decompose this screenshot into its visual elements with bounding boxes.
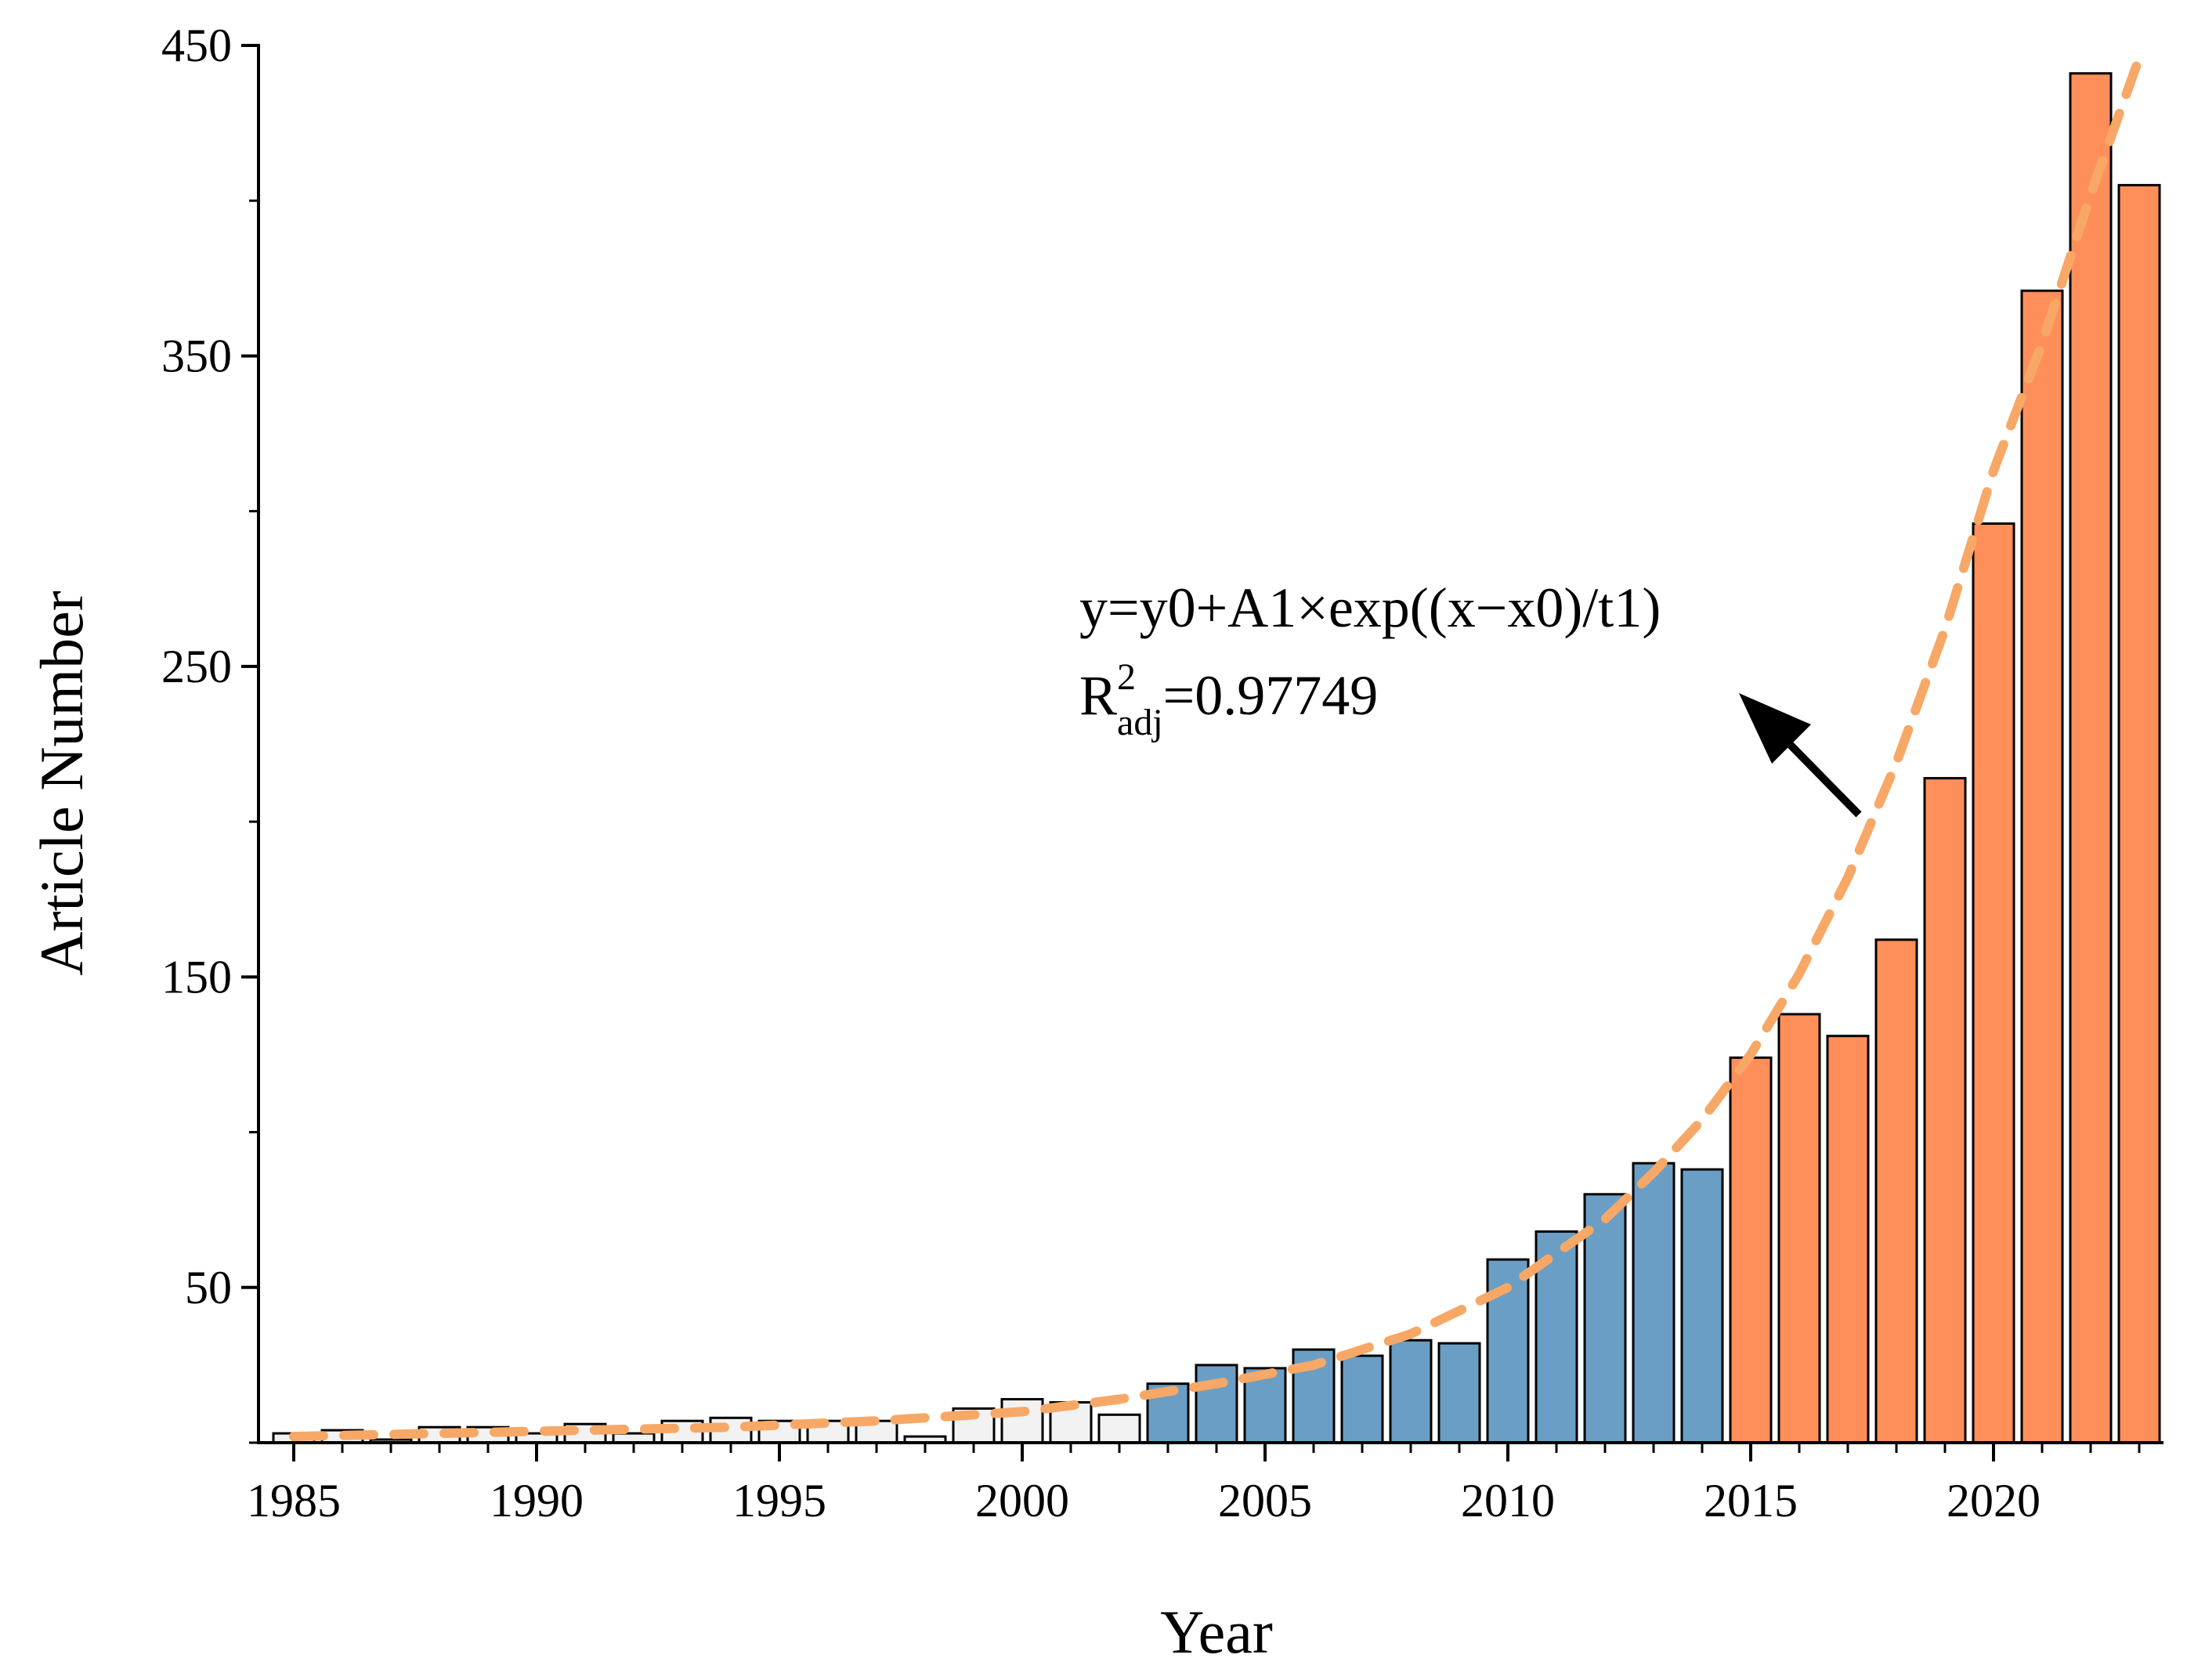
- x-tick-label-2000: 2000: [975, 1475, 1069, 1526]
- r-squared-sub: adj: [1117, 702, 1163, 743]
- x-tick-label-2005: 2005: [1218, 1475, 1312, 1526]
- bar-2007: [1340, 1354, 1384, 1444]
- x-tick-label-2020: 2020: [1947, 1475, 2041, 1526]
- bar-2014: [1680, 1168, 1724, 1444]
- arrow-head: [1739, 693, 1811, 764]
- y-axis-title: Article Number: [27, 591, 96, 976]
- axes-layer: 50 150 250 350 450 1985 1990 1995 2000 2005 2010 20…: [161, 20, 2164, 1526]
- r-squared-base: R: [1079, 664, 1117, 727]
- exponential-fit-line: [289, 52, 2144, 1442]
- y-tick-label-50: 50: [185, 1262, 232, 1313]
- x-tick-label-1990: 1990: [490, 1475, 584, 1526]
- bar-2002: [1097, 1413, 1141, 1444]
- bar-2015: [1729, 1056, 1773, 1444]
- bar-2004: [1195, 1364, 1238, 1444]
- fit-equation-label: y=y0+A1×exp((x−x0)/t1): [1079, 576, 1661, 639]
- bars-layer: [272, 72, 2161, 1444]
- x-tick-label-2010: 2010: [1461, 1475, 1555, 1526]
- bar-2016: [1777, 1013, 1821, 1444]
- bar-2020: [1972, 522, 2015, 1444]
- bar-2018: [1874, 938, 1918, 1444]
- annotation-arrow: [1739, 693, 1862, 818]
- y-tick-label-250: 250: [161, 641, 232, 692]
- r-squared-value: =0.97749: [1163, 664, 1379, 727]
- x-tick-label-1995: 1995: [732, 1475, 826, 1526]
- bar-2000: [1000, 1398, 1044, 1444]
- y-tick-label-450: 450: [161, 20, 232, 71]
- r-squared-sup: 2: [1117, 656, 1136, 698]
- bar-2012: [1583, 1193, 1627, 1444]
- x-tick-label-1985: 1985: [247, 1475, 341, 1526]
- bar-2017: [1826, 1035, 1870, 1444]
- y-tick-label-150: 150: [161, 951, 232, 1003]
- r-squared-label: R2 adj=0.97749: [1079, 656, 1378, 743]
- bar-2009: [1437, 1342, 1481, 1444]
- bar-2023: [2117, 183, 2161, 1444]
- bar-2022: [2069, 72, 2113, 1444]
- bar-2013: [1632, 1162, 1675, 1444]
- annotation-layer: y=y0+A1×exp((x−x0)/t1) R2 adj=0.97749: [1079, 576, 1862, 818]
- bar-2008: [1389, 1339, 1433, 1444]
- x-axis-title: Year: [1160, 1598, 1273, 1666]
- bar-2019: [1923, 777, 1967, 1444]
- x-tick-label-2015: 2015: [1704, 1475, 1798, 1526]
- y-tick-label-350: 350: [161, 330, 232, 381]
- bar-2021: [2020, 289, 2064, 1444]
